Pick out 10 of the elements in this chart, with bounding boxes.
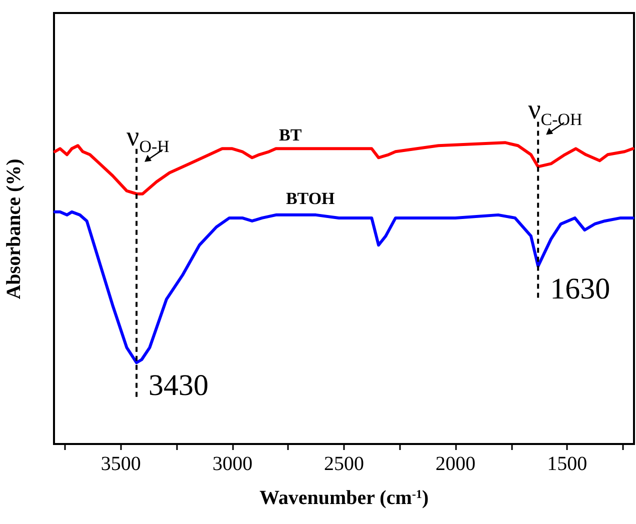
series-label: BT [279, 126, 302, 145]
x-tick-label: 3000 [212, 453, 252, 475]
x-tick-label: 3500 [100, 453, 141, 475]
series-label: BTOH [286, 188, 335, 208]
x-tick-label: 2500 [324, 453, 364, 475]
y-axis-title: Absorbance (%) [3, 158, 25, 300]
x-tick-label: 2000 [436, 453, 476, 475]
x-tick-label: 1500 [547, 453, 588, 475]
ref-line-label: 1630 [550, 272, 610, 306]
ref-line-label: 3430 [148, 369, 209, 402]
